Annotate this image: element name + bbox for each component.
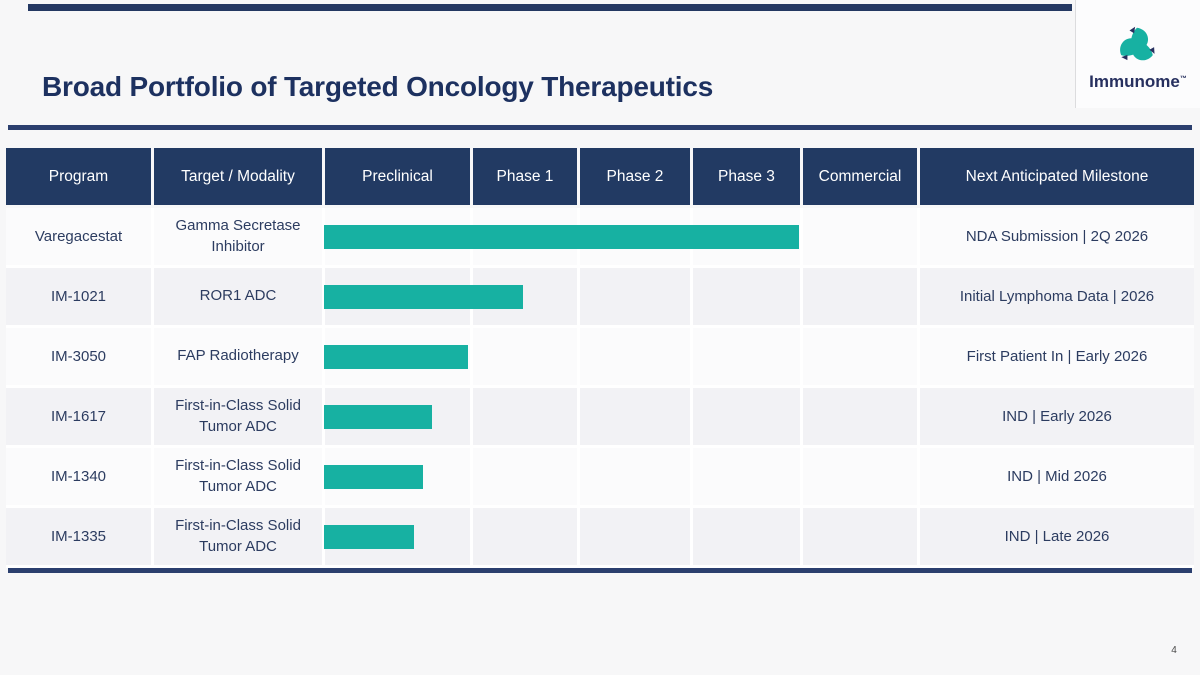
milestone-cell: NDA Submission | 2Q 2026 bbox=[920, 208, 1194, 265]
column-header-phase-2: Phase 2 bbox=[580, 148, 690, 205]
table-row: IM-1617 First-in-Class Solid Tumor ADC I… bbox=[6, 388, 1194, 448]
table-row: IM-3050 FAP Radiotherapy First Patient I… bbox=[6, 328, 1194, 388]
phase-2-cell bbox=[580, 328, 690, 385]
target-modality-cell: First-in-Class Solid Tumor ADC bbox=[154, 508, 322, 565]
table-row: IM-1021 ROR1 ADC Initial Lymphoma Data |… bbox=[6, 268, 1194, 328]
table-row: IM-1335 First-in-Class Solid Tumor ADC I… bbox=[6, 508, 1194, 568]
commercial-cell bbox=[803, 268, 917, 325]
phase-3-cell bbox=[693, 328, 800, 385]
phase-progress-bar bbox=[324, 345, 468, 369]
milestone-cell: First Patient In | Early 2026 bbox=[920, 328, 1194, 385]
phase-1-cell bbox=[473, 328, 577, 385]
target-modality-cell: FAP Radiotherapy bbox=[154, 328, 322, 385]
table-header: Program Target / Modality Preclinical Ph… bbox=[6, 148, 1194, 205]
milestone-cell: IND | Late 2026 bbox=[920, 508, 1194, 565]
phase-progress-bar bbox=[324, 285, 523, 309]
commercial-cell bbox=[803, 448, 917, 505]
commercial-cell bbox=[803, 388, 917, 445]
bottom-rule bbox=[8, 568, 1192, 573]
milestone-cell: Initial Lymphoma Data | 2026 bbox=[920, 268, 1194, 325]
table-body: Varegacestat Gamma Secretase Inhibitor N… bbox=[6, 208, 1194, 568]
commercial-cell bbox=[803, 208, 917, 265]
program-cell: IM-3050 bbox=[6, 328, 151, 385]
phase-2-cell bbox=[580, 268, 690, 325]
phase-1-cell bbox=[473, 388, 577, 445]
commercial-cell bbox=[803, 328, 917, 385]
column-header-preclinical: Preclinical bbox=[325, 148, 470, 205]
column-header-milestone: Next Anticipated Milestone bbox=[920, 148, 1194, 205]
immunome-logo-icon bbox=[1120, 26, 1155, 61]
column-header-phase-1: Phase 1 bbox=[473, 148, 577, 205]
milestone-cell: IND | Early 2026 bbox=[920, 388, 1194, 445]
target-modality-cell: Gamma Secretase Inhibitor bbox=[154, 208, 322, 265]
table-row: IM-1340 First-in-Class Solid Tumor ADC I… bbox=[6, 448, 1194, 508]
phase-3-cell bbox=[693, 388, 800, 445]
table-row: Varegacestat Gamma Secretase Inhibitor N… bbox=[6, 208, 1194, 268]
column-header-commercial: Commercial bbox=[803, 148, 917, 205]
target-modality-cell: First-in-Class Solid Tumor ADC bbox=[154, 448, 322, 505]
column-header-phase-3: Phase 3 bbox=[693, 148, 800, 205]
phase-3-cell bbox=[693, 448, 800, 505]
header-divider bbox=[1075, 0, 1076, 108]
phase-1-cell bbox=[473, 448, 577, 505]
phase-1-cell bbox=[473, 508, 577, 565]
phase-progress-bar bbox=[324, 465, 423, 489]
phase-progress-bar bbox=[324, 405, 432, 429]
phase-3-cell bbox=[693, 268, 800, 325]
program-cell: Varegacestat bbox=[6, 208, 151, 265]
program-cell: IM-1617 bbox=[6, 388, 151, 445]
phase-2-cell bbox=[580, 388, 690, 445]
title-rule bbox=[8, 125, 1192, 130]
page-title: Broad Portfolio of Targeted Oncology The… bbox=[42, 70, 714, 102]
page-number: 4 bbox=[1171, 645, 1177, 656]
logo-wordmark: Immunome™ bbox=[1089, 72, 1187, 91]
program-cell: IM-1021 bbox=[6, 268, 151, 325]
column-header-program: Program bbox=[6, 148, 151, 205]
phase-2-cell bbox=[580, 508, 690, 565]
column-header-target-modality: Target / Modality bbox=[154, 148, 322, 205]
top-accent-bar bbox=[28, 4, 1072, 11]
phase-progress-bar bbox=[324, 525, 414, 549]
trademark-symbol: ™ bbox=[1179, 75, 1187, 83]
target-modality-cell: First-in-Class Solid Tumor ADC bbox=[154, 388, 322, 445]
target-modality-cell: ROR1 ADC bbox=[154, 268, 322, 325]
milestone-cell: IND | Mid 2026 bbox=[920, 448, 1194, 505]
program-cell: IM-1340 bbox=[6, 448, 151, 505]
phase-progress-bar bbox=[324, 225, 799, 249]
phase-2-cell bbox=[580, 448, 690, 505]
commercial-cell bbox=[803, 508, 917, 565]
program-cell: IM-1335 bbox=[6, 508, 151, 565]
phase-3-cell bbox=[693, 508, 800, 565]
